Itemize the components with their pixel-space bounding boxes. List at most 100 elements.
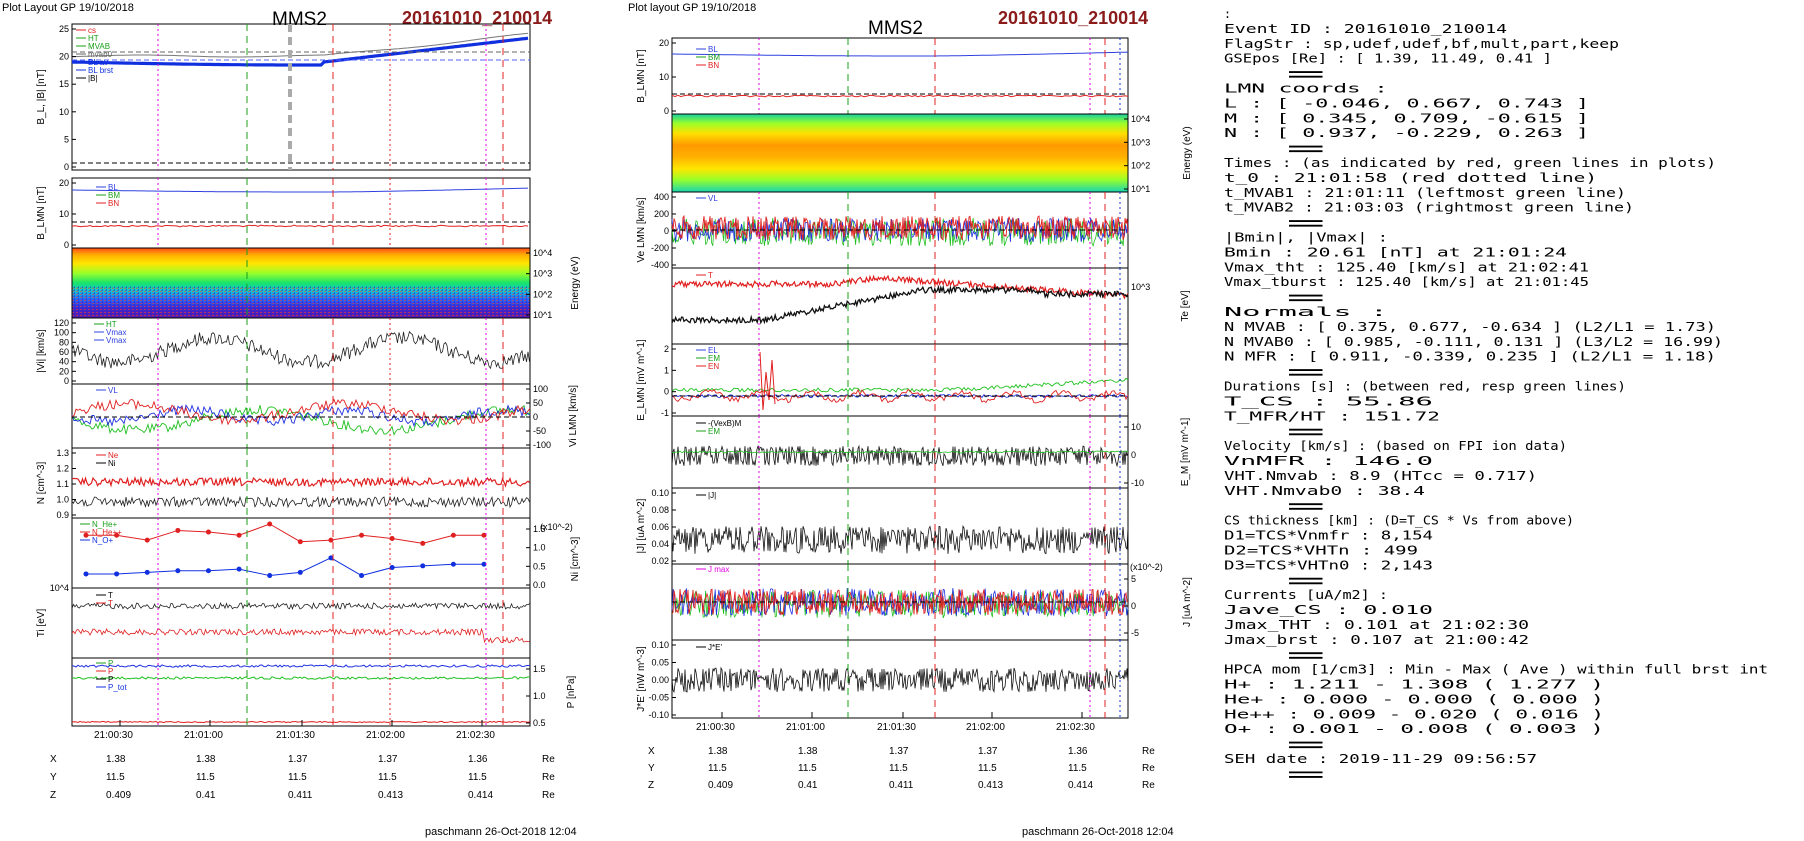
electron-spectrogram xyxy=(672,114,1128,192)
info-line: : xyxy=(1224,6,1231,21)
series-bl-brst xyxy=(71,36,529,67)
panel-ti-frame xyxy=(71,587,531,659)
series-vn xyxy=(71,404,531,428)
legend-entry: HT xyxy=(106,320,117,329)
y-tick-label: 2 xyxy=(664,344,669,354)
coord-value: 11.5 xyxy=(106,772,125,783)
coord-value: 0.409 xyxy=(708,780,734,791)
y-tick-label: 0 xyxy=(1131,601,1136,611)
y-tick-label: 0.10 xyxy=(651,640,669,650)
time-tick-label: 21:00:30 xyxy=(696,722,735,733)
legend-entry: BM xyxy=(708,53,720,62)
y-tick-label: 10^4 xyxy=(1131,114,1150,124)
mid-spacecraft-title: MMS2 xyxy=(868,18,923,39)
coord-value: 1.37 xyxy=(889,746,909,757)
y-axis-label: J*E' [nW m^-3] xyxy=(636,646,647,712)
series-em xyxy=(671,377,1129,393)
info-line: Jmax_brst : 0.107 at 21:00:42 xyxy=(1224,632,1529,647)
info-line: L : [ -0.046, 0.667, 0.743 ] xyxy=(1224,95,1589,110)
y-tick-label: 5 xyxy=(64,134,69,144)
coord-value: 1.38 xyxy=(196,754,216,765)
y-tick-label: 10^3 xyxy=(533,269,552,279)
y-axis-label: Energy (eV) xyxy=(1182,126,1193,179)
y-tick-label: 20 xyxy=(59,366,69,376)
y-tick-label: 10 xyxy=(59,107,69,117)
y-tick-label: 1.0 xyxy=(533,543,546,553)
legend-entry: P_tot xyxy=(108,683,127,692)
info-line: : xyxy=(1224,215,1388,230)
panel-ni-frame xyxy=(71,517,531,589)
coord-label: Y xyxy=(648,763,655,774)
info-line: T_CS : 55.86 xyxy=(1224,393,1433,408)
y-tick-label: 0.04 xyxy=(651,539,669,549)
info-line: : xyxy=(1224,572,1388,587)
info-line: D3=TCS*VHTn0 : 2,143 xyxy=(1224,557,1433,572)
info-line: : xyxy=(1224,766,1388,781)
info-line: D1=TCS*Vnmfr : 8,154 xyxy=(1224,528,1433,543)
y-tick-label: 100 xyxy=(54,328,69,338)
y-axis-label: J [uA m^-2] xyxy=(1182,577,1193,627)
data-point xyxy=(359,573,365,579)
y-axis-label: Te [eV] xyxy=(1180,290,1191,321)
panel-blmn-frame xyxy=(71,177,531,249)
y-tick-label: 120 xyxy=(54,318,69,328)
legend-entry: BN xyxy=(108,199,119,208)
info-line: N MVAB0 : [ 0.985, -0.111, 0.131 ] (L3/L… xyxy=(1224,334,1723,349)
legend-entry: N_He+ xyxy=(92,520,117,529)
y-tick-label: 0.5 xyxy=(533,561,546,571)
scale-label: (x10^-2) xyxy=(1130,562,1163,572)
y-axis-label: |Vi| [km/s] xyxy=(36,329,47,373)
y-tick-label: 10^1 xyxy=(1131,184,1150,194)
y-tick-label: 10 xyxy=(659,72,669,82)
series-em2 xyxy=(671,450,1129,454)
y-tick-label: 10^2 xyxy=(1131,161,1150,171)
y-tick-label: 10^1 xyxy=(533,310,552,320)
series-p-tot xyxy=(71,664,531,668)
y-tick-label: 20 xyxy=(59,52,69,62)
series-p-i xyxy=(71,676,531,680)
series-bn xyxy=(671,94,1129,98)
coord-label: X xyxy=(648,746,655,757)
y-tick-label: 0 xyxy=(664,226,669,236)
data-point xyxy=(236,532,242,538)
y-axis-label: Energy (eV) xyxy=(570,256,581,309)
info-line: M : [ 0.345, 0.709, -0.615 ] xyxy=(1224,110,1589,125)
y-tick-label: 80 xyxy=(59,337,69,347)
data-point xyxy=(481,532,487,538)
series-bl xyxy=(72,187,529,193)
legend-entry: T xyxy=(108,599,113,608)
y-tick-label: 0.05 xyxy=(651,658,669,668)
series-vexb xyxy=(671,444,1129,468)
info-line: : xyxy=(1224,289,1388,304)
data-point xyxy=(420,563,426,569)
info-line: VnMFR : 146.0 xyxy=(1224,453,1433,468)
y-tick-label: 0 xyxy=(664,387,669,397)
coord-unit: Re xyxy=(542,754,555,765)
legend-entry: Vmax xyxy=(106,328,126,337)
info-line: : xyxy=(1224,423,1388,438)
legend-entry: T xyxy=(108,591,113,600)
coord-value: 0.411 xyxy=(288,790,313,801)
data-point xyxy=(205,568,211,574)
coord-value: 11.5 xyxy=(1068,763,1087,774)
data-point xyxy=(297,569,303,575)
mid-event-title: 20161010_210014 xyxy=(998,8,1149,28)
y-tick-label: -50 xyxy=(533,426,546,436)
y-tick-label: 10^3 xyxy=(1131,137,1150,147)
coord-value: 11.5 xyxy=(288,772,307,783)
left-spacecraft-title: MMS2 xyxy=(272,9,327,30)
info-line: O+ : 0.001 - 0.008 ( 0.003 ) xyxy=(1224,721,1604,736)
y-axis-label: E_M [mV m^-1] xyxy=(1180,417,1191,486)
y-axis-label: E_LMN [mV m^-1] xyxy=(636,339,647,421)
coord-unit: Re xyxy=(542,790,555,801)
y-tick-label: 1.5 xyxy=(533,524,546,534)
y-tick-label: 60 xyxy=(59,347,69,357)
info-line: : xyxy=(1224,736,1388,751)
y-tick-label: 1.3 xyxy=(56,448,69,458)
scale-label: (x10^-2) xyxy=(540,522,573,532)
data-point xyxy=(175,527,181,533)
time-tick-label: 21:01:30 xyxy=(276,730,315,741)
data-point xyxy=(389,565,395,570)
y-tick-label: 1.2 xyxy=(56,464,69,474)
